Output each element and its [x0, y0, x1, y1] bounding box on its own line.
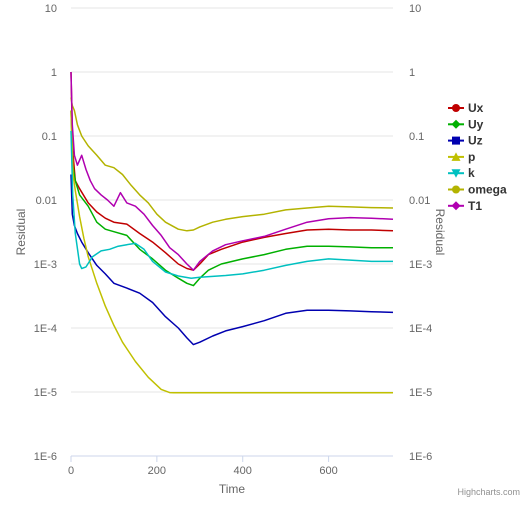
legend-marker-icon [451, 119, 461, 129]
series-line-t1[interactable] [70, 71, 394, 271]
legend[interactable]: Ux Uy Uz pk omega T1 [448, 101, 507, 213]
y-tick-label-left: 10 [45, 3, 57, 15]
legend-label: T1 [468, 199, 482, 213]
legend-item-uz[interactable]: Uz [448, 134, 483, 148]
y-tick-label-left: 1E-4 [34, 323, 57, 335]
tick-labels: 1E-6 1E-6 1E-5 1E-5 1E-4 1E-4 1E-3 1E-3 0.01 0.01… [34, 3, 433, 477]
legend-marker-icon [452, 104, 460, 112]
legend-label: k [468, 166, 475, 180]
legend-label: omega [468, 183, 507, 197]
y-tick-label-right: 0.1 [409, 131, 424, 143]
legend-item-t1[interactable]: T1 [448, 199, 482, 213]
y-tick-label-right: 1E-4 [409, 323, 432, 335]
y-tick-label-left: 1E-3 [34, 259, 57, 271]
series-line-p[interactable] [70, 110, 393, 394]
legend-label: Uz [468, 134, 483, 148]
legend-label: p [468, 150, 475, 164]
series-line-k[interactable] [70, 130, 393, 279]
legend-item-p[interactable]: p [448, 150, 475, 164]
x-tick-label: 0 [68, 465, 74, 477]
y-tick-label-left: 0.01 [36, 195, 57, 207]
legend-item-omega[interactable]: omega [448, 183, 507, 197]
y-tick-label-right: 1E-6 [409, 451, 432, 463]
series-line-omega[interactable] [70, 97, 394, 232]
y-axis-title-left: Residual [14, 209, 28, 256]
series-lines [70, 71, 394, 394]
legend-marker-icon [451, 169, 461, 178]
y-tick-label-right: 1E-5 [409, 387, 432, 399]
y-tick-label-left: 0.1 [42, 131, 57, 143]
legend-item-k[interactable]: k [448, 166, 475, 180]
y-tick-label-right: 0.01 [409, 195, 430, 207]
x-tick-label: 600 [319, 465, 337, 477]
y-tick-label-right: 10 [409, 3, 421, 15]
x-axis-title: Time [219, 482, 246, 496]
credits-link[interactable]: Highcharts.com [457, 487, 520, 497]
y-tick-label-left: 1E-6 [34, 451, 57, 463]
legend-item-ux[interactable]: Ux [448, 101, 484, 115]
legend-label: Ux [468, 101, 484, 115]
legend-label: Uy [468, 117, 484, 131]
legend-marker-icon [452, 185, 460, 194]
series-line-uy[interactable] [70, 110, 393, 287]
x-tick-label: 200 [148, 465, 166, 477]
y-tick-label-left: 1 [51, 67, 57, 79]
y-tick-label-right: 1E-3 [409, 259, 432, 271]
y-tick-label-left: 1E-5 [34, 387, 57, 399]
y-tick-label-right: 1 [409, 67, 415, 79]
series-line-ux[interactable] [70, 71, 394, 271]
series-line-uz[interactable] [70, 174, 394, 346]
y-axis-title-right: Residual [433, 209, 447, 256]
legend-item-uy[interactable]: Uy [448, 117, 484, 131]
x-tick-label: 400 [234, 465, 252, 477]
legend-marker-icon [452, 136, 460, 145]
legend-marker-icon [451, 152, 461, 161]
legend-marker-icon [451, 201, 461, 211]
